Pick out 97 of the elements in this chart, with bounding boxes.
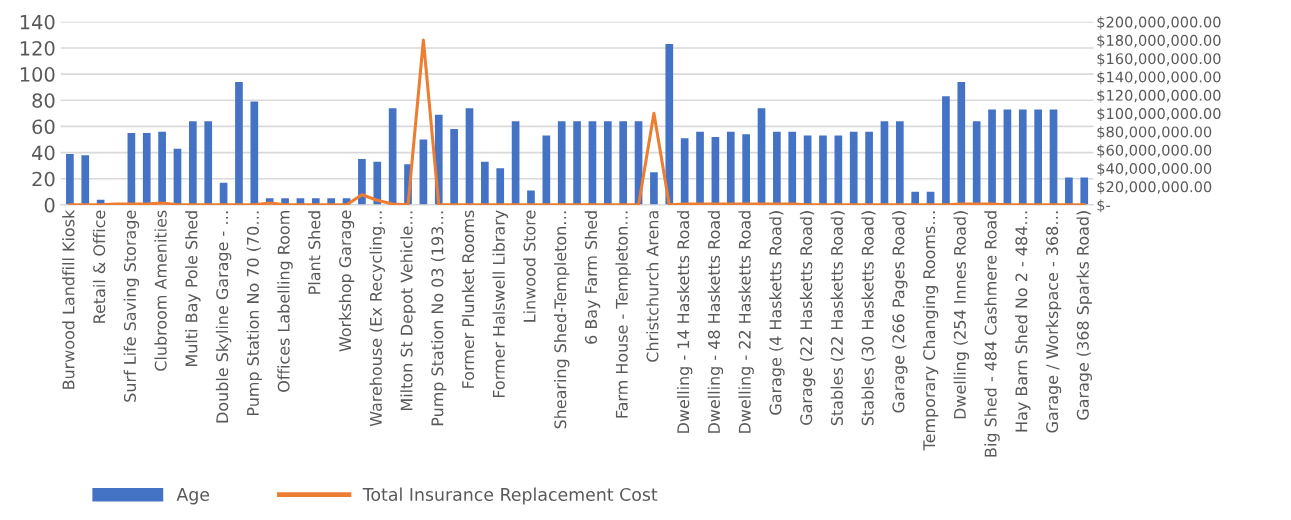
x-tick-label: Former Plunket Rooms xyxy=(461,210,475,388)
y-tick-label: 40 xyxy=(32,145,55,161)
bar xyxy=(573,121,581,205)
x-tick-label: Big Shed - 484 Cashmere Road xyxy=(984,211,1000,457)
bar xyxy=(988,109,996,205)
bar xyxy=(542,135,551,205)
bar xyxy=(450,129,458,205)
legend-label: Age xyxy=(176,488,210,505)
x-tick-label: Hay Barn Shed No 2 - 484… xyxy=(1015,211,1031,432)
bar xyxy=(1049,109,1058,205)
x-tick-label: Garage (266 Pages Road) xyxy=(892,211,908,413)
x-tick-label: Dwelling - 48 Hasketts Road xyxy=(707,211,724,433)
bar xyxy=(1065,177,1073,205)
y-tick-label: 80 xyxy=(32,93,55,108)
x-tick-label: Dwelling - 14 Hasketts Road xyxy=(676,211,693,433)
bar xyxy=(957,81,966,205)
x-tick-label: Burwood Landfill Kiosk xyxy=(62,209,75,389)
bar xyxy=(1003,109,1012,205)
x-tick-label: Workshop Garage xyxy=(338,210,355,352)
y2-tick-label: $140,000,000.00 xyxy=(1097,71,1221,85)
x-tick-label: Double Skyline Garage - … xyxy=(215,211,232,423)
x-tick-label: Warehouse (Ex Recycling… xyxy=(369,211,386,427)
bar xyxy=(619,121,628,205)
y2-tick-label: $200,000,000.00 xyxy=(1097,16,1221,30)
bar xyxy=(81,155,90,205)
x-tick-label: Former Halswell Library xyxy=(492,210,508,398)
bar xyxy=(189,121,197,205)
bar xyxy=(557,121,566,205)
x-tick-label: Temporary Changing Rooms… xyxy=(922,211,939,451)
bar xyxy=(865,131,873,205)
bar xyxy=(773,131,781,205)
x-tick-label: Stables (30 Hasketts Road) xyxy=(861,211,876,426)
bar xyxy=(680,138,689,205)
bar xyxy=(1018,109,1027,205)
bar xyxy=(66,153,74,205)
x-tick-label: Garage (22 Hasketts Road) xyxy=(799,211,816,425)
y2-tick-label: $- xyxy=(1097,199,1111,213)
bar xyxy=(1034,109,1042,205)
x-tick-label: Clubroom Amenities xyxy=(154,210,167,371)
x-tick-label: 6 Bay Farm Shed xyxy=(584,211,601,344)
bar xyxy=(250,101,259,205)
bar xyxy=(788,131,797,205)
x-tick-label: Linwood Store xyxy=(523,210,536,322)
x-tick-label: Stables (22 Hasketts Road) xyxy=(830,211,845,426)
x-tick-label: Plant Shed xyxy=(308,211,321,294)
y-tick-label: 100 xyxy=(20,67,55,82)
bar xyxy=(481,161,489,205)
bar xyxy=(819,135,827,205)
x-tick-label: Garage (368 Sparks Road) xyxy=(1076,211,1092,420)
x-tick-label: Garage / Workspace - 368… xyxy=(1045,211,1062,433)
x-tick-label: Dwelling (254 Innes Road) xyxy=(953,211,970,419)
x-tick-label: Pump Station No 03 (193… xyxy=(431,211,447,426)
legend-label: Total Insurance Replacement Cost xyxy=(362,487,658,505)
line-series xyxy=(68,38,1086,205)
bar xyxy=(465,108,474,205)
bar xyxy=(373,161,382,205)
y2-tick-label: $160,000,000.00 xyxy=(1097,52,1221,67)
bar xyxy=(665,44,674,205)
y2-tick-label: $180,000,000.00 xyxy=(1097,34,1221,48)
x-tick-label: Retail & Office xyxy=(92,210,106,323)
y-tick-label: 120 xyxy=(20,40,55,56)
bar xyxy=(742,134,750,205)
x-tick-label: Shearing Shed-Templeton… xyxy=(553,211,570,429)
y-tick-label: 0 xyxy=(44,197,55,213)
x-tick-label: Pump Station No 70 (70… xyxy=(246,211,263,416)
y2-tick-label: $60,000,000.00 xyxy=(1097,144,1212,158)
x-tick-label: Surf Life Saving Storage xyxy=(123,210,140,402)
bar xyxy=(726,131,735,205)
bar xyxy=(942,96,950,205)
bar xyxy=(235,81,243,205)
bar xyxy=(204,121,213,205)
bar xyxy=(895,121,904,205)
y2-tick-label: $20,000,000.00 xyxy=(1097,181,1212,195)
y2-tick-label: $40,000,000.00 xyxy=(1097,162,1212,176)
y2-tick-label: $120,000,000.00 xyxy=(1097,89,1221,103)
x-tick-label: Multi Bay Pole Shed xyxy=(185,211,201,366)
x-tick-label: Offices Labelling Room xyxy=(277,211,293,392)
x-tick-label: Christchurch Arena xyxy=(646,211,659,362)
bar xyxy=(358,159,366,205)
bar xyxy=(650,172,658,205)
x-tick-label: Garage (4 Hasketts Road) xyxy=(769,211,785,415)
x-tick-label: Dwelling - 22 Hasketts Road xyxy=(738,211,754,433)
y-tick-label: 60 xyxy=(32,119,55,135)
y-tick-label: 140 xyxy=(20,14,55,30)
x-tick-label: Milton St Depot Vehicle… xyxy=(400,211,416,411)
bar xyxy=(158,131,166,205)
bar xyxy=(849,131,858,205)
bar xyxy=(696,131,704,205)
bar xyxy=(1080,177,1089,205)
x-tick-label: Farm House - Templeton… xyxy=(615,211,631,418)
bar xyxy=(496,168,505,205)
y2-tick-label: $100,000,000.00 xyxy=(1097,107,1221,122)
y2-tick-label: $80,000,000.00 xyxy=(1097,126,1212,140)
bar xyxy=(603,121,612,205)
bar xyxy=(142,132,151,205)
y-tick-label: 20 xyxy=(32,171,55,187)
bar xyxy=(972,121,981,205)
